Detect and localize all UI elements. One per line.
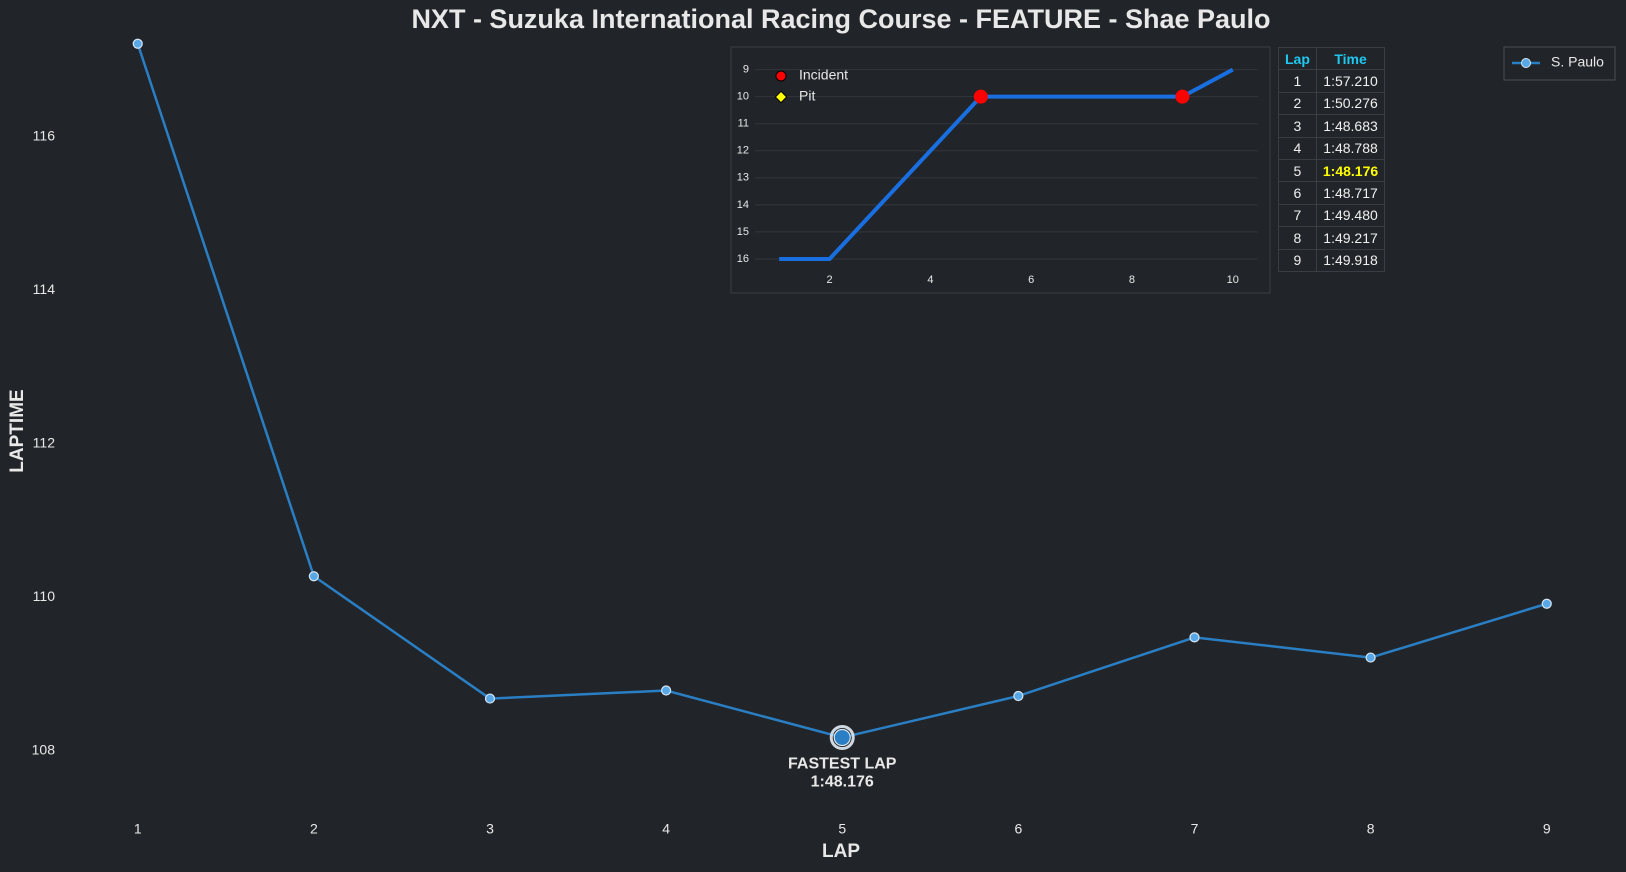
table-cell: 1	[1278, 69, 1317, 93]
y-tick-label: 110	[33, 588, 56, 604]
legend-marker	[775, 70, 787, 82]
data-point	[308, 571, 319, 582]
x-tick-label: 5	[838, 821, 846, 837]
x-tick-label: 6	[1014, 821, 1022, 837]
table-cell: 2	[1278, 91, 1317, 116]
table-cell: 1:49.480	[1315, 203, 1386, 228]
x-tick-label: 1	[134, 821, 142, 837]
y-tick-label: 10	[737, 91, 749, 103]
table-cell: 3	[1278, 114, 1317, 138]
table-row: 6 1:48.717	[1278, 181, 1386, 205]
data-point	[1365, 652, 1376, 663]
legend-label: S. Paulo	[1551, 54, 1604, 70]
y-tick-label: 14	[737, 199, 749, 211]
x-tick-label: 4	[662, 821, 670, 837]
data-line	[779, 67, 1234, 261]
y-tick-label: 108	[32, 742, 56, 758]
table-cell: 1:48.683	[1315, 114, 1386, 138]
table-cell: 8	[1278, 226, 1317, 250]
legend-frame	[1503, 46, 1616, 81]
table-cell: 9	[1278, 248, 1317, 272]
legend: S. Paulo	[1503, 46, 1616, 81]
x-tick-label: 2	[310, 821, 318, 837]
x-tick-label: 4	[927, 274, 933, 286]
table-row: 7 1:49.480	[1278, 203, 1386, 228]
data-point	[661, 685, 672, 696]
x-tick-label: 8	[1367, 821, 1375, 837]
table-cell: 1:50.276	[1315, 91, 1386, 116]
y-tick-label: 12	[737, 145, 749, 157]
table-row: 3 1:48.683	[1278, 114, 1386, 138]
table-row: 1 1:57.210	[1278, 69, 1386, 93]
fastest-halo	[829, 725, 855, 751]
table-cell: 1:48.717	[1315, 181, 1386, 205]
table-row: 9 1:49.918	[1278, 248, 1386, 272]
table-header: Lap	[1278, 46, 1317, 71]
x-tick-label: 6	[1028, 274, 1034, 286]
data-point	[484, 693, 496, 704]
table-cell: 1:57.210	[1315, 69, 1386, 93]
table-cell: 7	[1278, 203, 1317, 228]
x-tick-label: 9	[1543, 821, 1551, 837]
y-tick-label: 114	[33, 281, 56, 297]
table-cell: 1:49.918	[1315, 248, 1386, 272]
data-point	[132, 38, 143, 49]
data-point	[1013, 690, 1024, 702]
table-cell: 6	[1278, 181, 1317, 205]
y-tick-label: 112	[33, 435, 56, 451]
data-point	[833, 728, 851, 747]
annotation: FASTEST LAP	[788, 756, 897, 773]
incident-marker	[1175, 89, 1190, 104]
legend-marker	[774, 90, 788, 104]
incident-marker	[973, 89, 988, 104]
x-tick-label: 2	[827, 274, 833, 286]
table-row: 4 1:48.788	[1278, 136, 1386, 160]
legend-marker	[1521, 58, 1531, 68]
table-cell: 4	[1278, 136, 1317, 160]
chart-title: NXT - Suzuka International Racing Course…	[411, 4, 1270, 34]
y-tick-label: 9	[743, 64, 749, 76]
table-cell: 5	[1278, 158, 1317, 183]
y-tick-label: 15	[737, 226, 749, 238]
table-cell: 1:48.788	[1315, 136, 1386, 160]
table-row: 8 1:49.217	[1278, 226, 1386, 250]
y-tick-label: 13	[737, 172, 749, 184]
annotation: 1:48.176	[811, 774, 874, 791]
inset-frame	[730, 46, 1271, 294]
x-tick-label: 8	[1129, 274, 1135, 286]
x-axis-label: LAP	[822, 841, 860, 862]
y-tick-label: 116	[33, 127, 56, 143]
x-tick-label: 7	[1191, 821, 1199, 837]
legend-label: Pit	[799, 88, 815, 104]
y-tick-label: 11	[738, 118, 749, 130]
table-cell: 1:49.217	[1315, 226, 1386, 250]
table-row: 2 1:50.276	[1278, 91, 1386, 116]
data-point	[1189, 632, 1200, 643]
y-tick-label: 16	[737, 253, 749, 265]
x-tick-label: 10	[1227, 274, 1239, 286]
table-header-row: Lap Time	[1278, 46, 1386, 71]
table-row: 5 1:48.176	[1278, 158, 1386, 183]
data-point	[1541, 598, 1552, 609]
lap-table: Lap Time 1 1:57.210 2 1:50.276 3 1:48.683 4 1:48.…	[1278, 46, 1386, 272]
y-axis-label: LAPTIME	[7, 389, 28, 472]
legend-label: Incident	[799, 67, 848, 83]
table-header: Time	[1315, 46, 1386, 71]
x-tick-label: 3	[486, 821, 494, 837]
table-cell: 1:48.176	[1315, 158, 1386, 183]
